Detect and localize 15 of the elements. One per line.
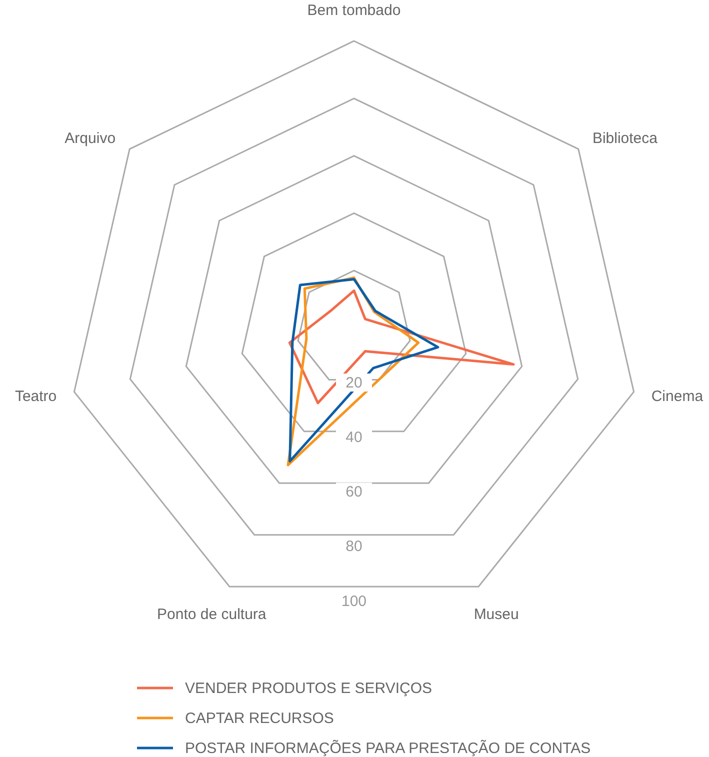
spoke-label: Museu — [474, 606, 519, 623]
spoke-label: Bem tombado — [307, 2, 401, 19]
y-tick-label: 60 — [346, 484, 362, 501]
spoke-label: Biblioteca — [592, 130, 658, 147]
y-tick-label: 80 — [346, 538, 362, 556]
legend-label: POSTAR INFORMAÇÕES PARA PRESTAÇÃO DE CONTAS — [185, 739, 591, 757]
legend-label: VENDER PRODUTOS E SERVIÇOS — [185, 680, 432, 697]
spoke-label: Arquivo — [64, 130, 116, 147]
y-tick-label: 20 — [346, 374, 362, 392]
spoke-label: Cinema — [651, 388, 704, 405]
legend-label: CAPTAR RECURSOS — [185, 710, 334, 727]
spoke-label: Ponto de cultura — [157, 606, 267, 623]
y-tick-label: 40 — [346, 429, 362, 446]
y-tick-label: 100 — [341, 592, 367, 610]
spoke-label: Teatro — [14, 388, 57, 405]
